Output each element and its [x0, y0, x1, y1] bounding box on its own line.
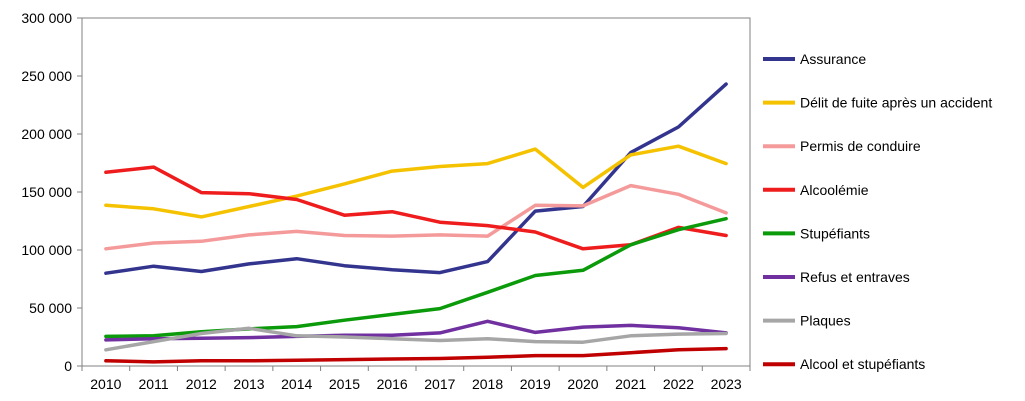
series-line-6	[104, 326, 728, 352]
x-tick-label: 2016	[377, 376, 408, 392]
x-tick-label: 2017	[424, 376, 455, 392]
x-tick-label: 2013	[233, 376, 264, 392]
y-tick-label: 150 000	[21, 184, 72, 200]
x-axis: 2010 2011 2012 2013 2014 2015 2016 2017 2018 2019…	[81, 366, 751, 392]
legend-label-0: Assurance	[800, 51, 866, 67]
x-tick-label: 2010	[90, 376, 121, 392]
y-tick-label: 50 000	[29, 300, 72, 316]
y-tick-label: 200 000	[21, 126, 72, 142]
y-tick-label: 100 000	[21, 242, 72, 258]
series-line-5	[104, 319, 728, 342]
legend: Assurance Délit de fuite après un acciden…	[763, 51, 992, 372]
y-tick-label: 250 000	[21, 68, 72, 84]
y-tick-label: 300 000	[21, 10, 72, 26]
series-line-2	[104, 183, 728, 251]
legend-label-1: Délit de fuite après un accident	[800, 95, 992, 111]
legend-label-4: Stupéfiants	[800, 225, 870, 241]
x-tick-label: 2021	[615, 376, 646, 392]
y-axis: 0 50 000 100 000 150 000 200 000 250 000 300 0…	[21, 10, 82, 374]
series-layer	[104, 82, 728, 364]
series-line-3	[104, 165, 728, 251]
x-tick-label: 2019	[520, 376, 551, 392]
x-tick-label: 2022	[663, 376, 694, 392]
x-tick-label: 2015	[329, 376, 360, 392]
legend-label-6: Plaques	[800, 313, 851, 329]
plot-area	[81, 17, 751, 367]
x-tick-label: 2014	[281, 376, 312, 392]
legend-label-3: Alcoolémie	[800, 182, 869, 198]
legend-label-7: Alcool et stupéfiants	[800, 356, 925, 372]
y-tick-label: 0	[64, 358, 72, 374]
series-line-1	[104, 144, 728, 219]
x-tick-label: 2023	[711, 376, 742, 392]
x-tick-label: 2012	[186, 376, 217, 392]
legend-label-2: Permis de conduire	[800, 138, 921, 154]
legend-label-5: Refus et entraves	[800, 269, 910, 285]
x-tick-label: 2018	[472, 376, 503, 392]
x-tick-label: 2020	[567, 376, 598, 392]
x-tick-label: 2011	[139, 376, 169, 392]
series-line-7	[104, 346, 728, 364]
